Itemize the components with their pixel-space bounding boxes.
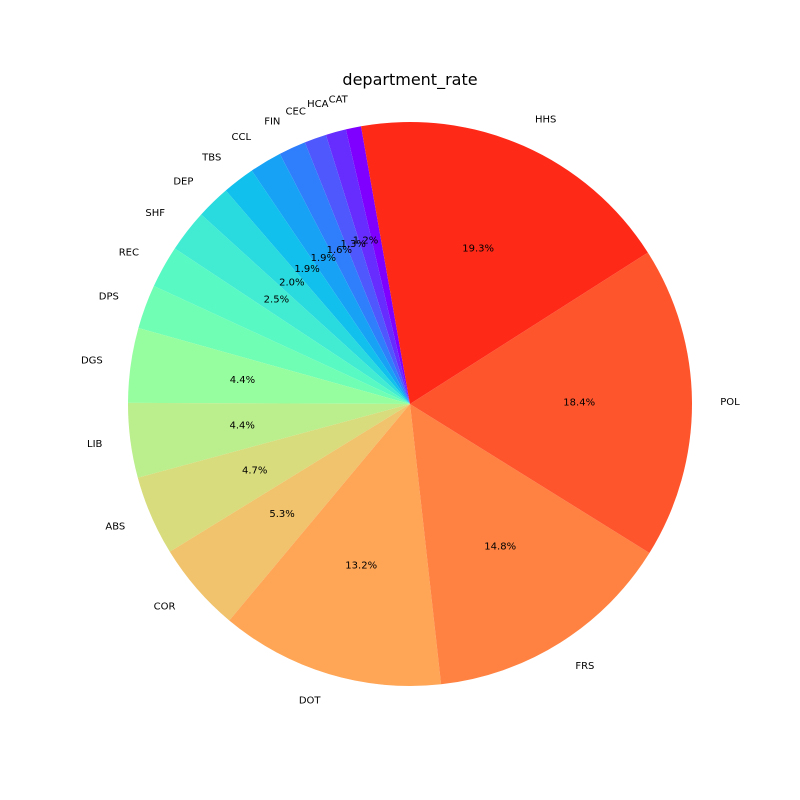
pie-slice-dps	[138, 286, 410, 404]
slice-percent-cec: 1.3%	[340, 239, 365, 250]
pie-slice-fin	[279, 142, 410, 405]
pie-slice-shf	[174, 214, 410, 404]
slice-label-fin: FIN	[264, 117, 280, 128]
pie-slice-dep	[201, 190, 410, 404]
pie-slice-hhs	[361, 121, 648, 404]
pie-slice-dgs	[128, 328, 411, 404]
slice-label-hhs: HHS	[535, 115, 556, 126]
pie-slice-pol	[410, 252, 692, 553]
slice-label-abs: ABS	[105, 522, 125, 533]
slice-label-hca: HCA	[307, 99, 329, 110]
slice-label-dot: DOT	[299, 696, 322, 707]
slice-label-pol: POL	[720, 397, 740, 408]
slice-percent-dot: 13.2%	[345, 561, 377, 572]
slice-label-tbs: TBS	[201, 152, 221, 163]
pie-slice-frs	[410, 404, 650, 685]
chart-title: department_rate	[342, 70, 478, 89]
slice-percent-hhs: 19.3%	[462, 244, 494, 255]
pie-slice-cat	[345, 126, 410, 404]
pie-slice-cec	[304, 134, 410, 405]
slice-label-lib: LIB	[87, 439, 103, 450]
slice-label-cec: CEC	[286, 106, 306, 117]
slice-percent-dep: 2.0%	[279, 277, 304, 288]
slice-label-frs: FRS	[575, 661, 594, 672]
pie-slice-dot	[229, 404, 442, 687]
slice-label-ccl: CCL	[232, 132, 252, 143]
pie-slice-rec	[153, 248, 410, 404]
slice-percent-fin: 1.6%	[327, 245, 352, 256]
pie-slice-abs	[137, 404, 410, 552]
slice-percent-ccl: 1.9%	[311, 253, 336, 264]
slice-label-rec: REC	[119, 248, 139, 259]
slice-percent-pol: 18.4%	[563, 398, 595, 409]
pie-slice-lib	[128, 402, 410, 478]
slice-label-dgs: DGS	[81, 356, 103, 367]
slice-label-cor: COR	[154, 601, 176, 612]
slice-label-shf: SHF	[145, 208, 165, 219]
slice-percent-dgs: 4.4%	[230, 375, 255, 386]
pie-slice-tbs	[225, 170, 410, 404]
slice-percent-frs: 14.8%	[484, 542, 516, 553]
slice-percent-abs: 4.7%	[242, 466, 267, 477]
slice-percent-cor: 5.3%	[269, 509, 294, 520]
pie-slice-ccl	[251, 153, 410, 404]
slice-percent-shf: 2.5%	[264, 295, 289, 306]
slice-percent-hca: 1.2%	[353, 235, 378, 246]
pie-slice-hca	[325, 129, 410, 404]
slice-percent-tbs: 1.9%	[294, 264, 319, 275]
slice-percent-lib: 4.4%	[230, 420, 255, 431]
slice-label-dep: DEP	[173, 176, 193, 187]
slice-label-dps: DPS	[99, 292, 119, 303]
slice-label-cat: CAT	[329, 95, 349, 106]
pie-slice-cor	[169, 404, 410, 621]
